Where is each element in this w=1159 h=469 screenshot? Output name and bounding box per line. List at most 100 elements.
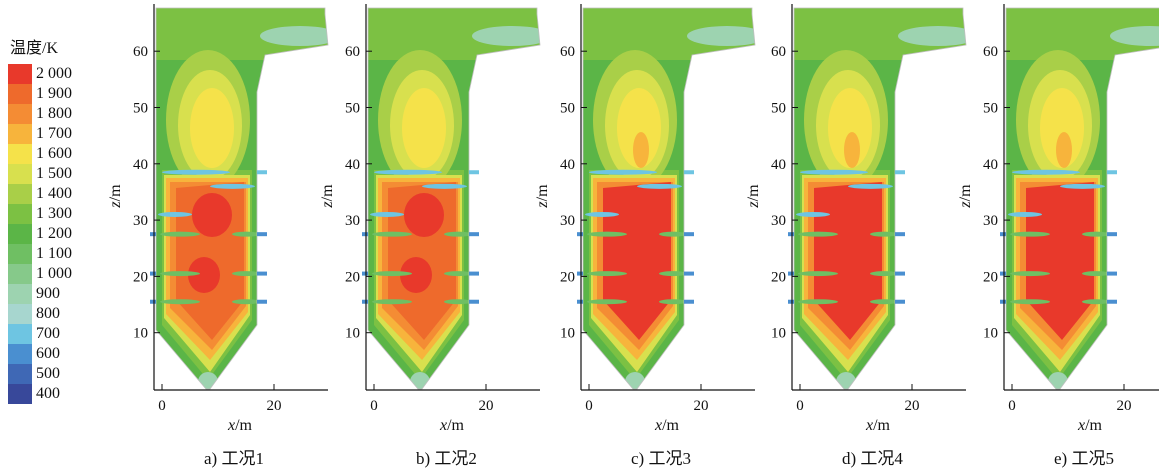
z-tick-label: 20 (345, 269, 360, 285)
x-axis-label-unit: /m (235, 417, 252, 434)
legend-swatch (8, 204, 32, 224)
x-tick-label: 0 (1008, 398, 1016, 414)
x-axis-label-unit: /m (447, 417, 464, 434)
burner-jet (659, 231, 687, 237)
legend-swatch (8, 364, 32, 384)
nozzle (257, 299, 267, 304)
legend-label: 1 400 (36, 185, 72, 202)
x-tick-label: 20 (905, 398, 920, 414)
z-tick-label: 50 (133, 101, 148, 117)
x-axis-label-unit: /m (873, 417, 890, 434)
plume-band (828, 88, 872, 168)
z-tick-label: 20 (983, 269, 998, 285)
burner-jet (870, 231, 898, 237)
nozzle (788, 232, 794, 237)
legend-item: 1 000 (8, 264, 98, 284)
burner-jet (870, 299, 898, 305)
nozzle (469, 232, 479, 237)
air-jet (589, 169, 657, 175)
air-jet (210, 183, 255, 189)
contour-panel-4: 10 20 30 40 50 60 0 20 z/m x/m d) 工况4 (738, 0, 967, 468)
field-band (1110, 26, 1159, 46)
legend-item: 1 600 (8, 144, 98, 164)
legend-swatch (8, 144, 32, 164)
plume-band (844, 132, 860, 168)
furnace-outline (367, 7, 541, 390)
nozzle (1107, 170, 1117, 175)
x-tick-label: 20 (694, 398, 709, 414)
z-tick-label: 60 (983, 44, 998, 60)
legend-swatch (8, 264, 32, 284)
z-tick-label: 20 (560, 269, 575, 285)
hot-core (192, 193, 232, 237)
z-axis-label-var: z (745, 201, 762, 209)
legend-label: 900 (36, 285, 60, 302)
x-axis-label-var: x (439, 417, 447, 434)
nozzle (895, 299, 905, 304)
air-jet (158, 211, 192, 217)
z-tick-label: 50 (345, 101, 360, 117)
burner-jet (1082, 271, 1110, 277)
burner-jet (232, 299, 260, 305)
x-axis-label-var: x (1077, 417, 1085, 434)
nozzle (150, 271, 156, 276)
z-tick-label: 40 (560, 157, 575, 173)
burner-jet (798, 271, 838, 277)
legend-label: 1 200 (36, 225, 72, 242)
z-tick-label: 30 (983, 213, 998, 229)
z-axis-label-unit: /m (534, 184, 551, 201)
z-axis-label-unit: /m (745, 184, 762, 201)
plume-band (190, 88, 234, 168)
z-tick-label: 10 (983, 326, 998, 342)
nozzle (469, 170, 479, 175)
z-axis-label: z/m (319, 184, 336, 209)
air-jet (162, 169, 230, 175)
x-tick-label: 0 (796, 398, 804, 414)
legend-label: 1 700 (36, 125, 72, 142)
z-tick-label: 60 (771, 44, 786, 60)
burner-jet (1010, 299, 1050, 305)
plume-band (617, 88, 661, 168)
z-axis-label-var: z (957, 201, 974, 209)
air-jet (796, 211, 830, 217)
field-band (260, 26, 328, 46)
field-band (898, 26, 966, 46)
contour-panel-2: 10 20 30 40 50 60 0 20 z/m x/m b) 工况2 (312, 0, 541, 468)
burner-jet (1010, 271, 1050, 277)
legend-item: 700 (8, 324, 98, 344)
furnace-outline (155, 7, 329, 390)
plume-band (402, 88, 446, 168)
burner-jet (372, 231, 412, 237)
legend-item: 1 800 (8, 104, 98, 124)
legend-item: 1 100 (8, 244, 98, 264)
z-axis-label-var: z (107, 201, 124, 209)
legend-item: 800 (8, 304, 98, 324)
legend-item: 1 900 (8, 84, 98, 104)
air-jet (1008, 211, 1042, 217)
legend-item: 1 400 (8, 184, 98, 204)
burner-jet (372, 271, 412, 277)
nozzle (1107, 271, 1117, 276)
legend-item: 400 (8, 384, 98, 404)
burner-jet (232, 271, 260, 277)
z-axis-label-unit: /m (957, 184, 974, 201)
x-axis-label-var: x (654, 417, 662, 434)
legend-label: 1 300 (36, 205, 72, 222)
z-axis-label: z/m (957, 184, 974, 209)
plume-band (1056, 132, 1072, 168)
nozzle (895, 232, 905, 237)
air-jet (370, 211, 404, 217)
burner-jet (444, 271, 472, 277)
burner-jet (659, 299, 687, 305)
nozzle (788, 299, 794, 304)
z-axis-label-unit: /m (107, 184, 124, 201)
furnace-outline (1005, 7, 1159, 390)
furnace-outline (582, 7, 756, 390)
field-band (472, 26, 540, 46)
x-axis-label: x/m (865, 417, 891, 434)
hot-core (404, 193, 444, 237)
nozzle (469, 299, 479, 304)
z-tick-label: 50 (983, 101, 998, 117)
